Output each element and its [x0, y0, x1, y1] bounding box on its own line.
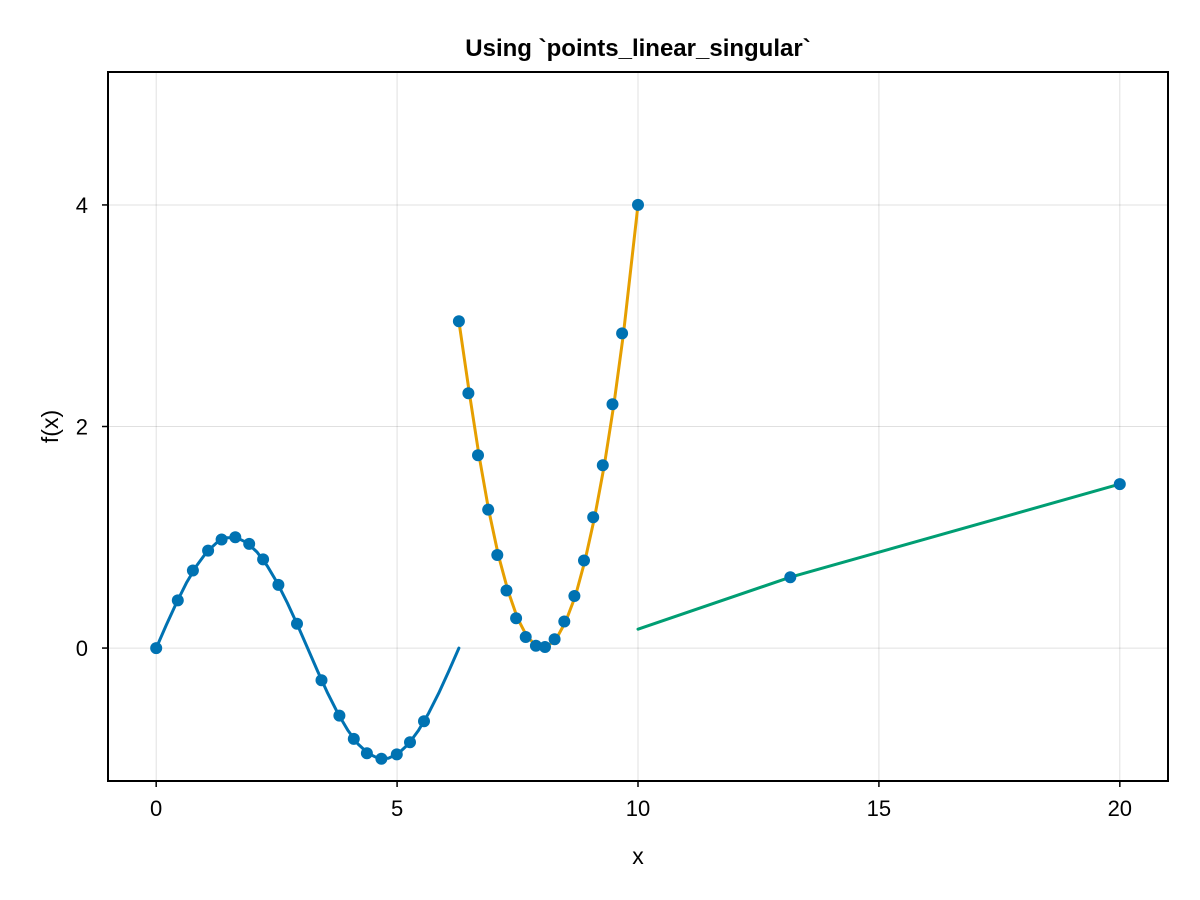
data-point: [315, 674, 328, 687]
grid: [108, 72, 1168, 781]
data-point: [548, 633, 561, 646]
data-point: [519, 631, 532, 643]
data-point: [568, 590, 581, 602]
data-point: [215, 533, 228, 546]
data-point: [606, 398, 619, 411]
data-point: [186, 564, 199, 577]
x-tick-label: 20: [1108, 796, 1132, 821]
chart-title: Using `points_linear_singular`: [465, 35, 810, 62]
data-point: [1113, 478, 1126, 491]
data-point: [472, 449, 484, 462]
data-point: [171, 594, 184, 607]
data-point: [257, 553, 270, 566]
data-point: [616, 327, 629, 340]
data-point: [510, 612, 523, 625]
data-point: [578, 554, 590, 567]
data-point: [632, 198, 644, 211]
data-point: [418, 715, 430, 728]
x-tick-label: 15: [867, 796, 891, 821]
data-point: [291, 617, 303, 630]
data-point: [375, 752, 388, 765]
data-point: [229, 531, 242, 544]
data-point: [347, 732, 360, 745]
data-point: [596, 459, 609, 472]
data-point: [272, 578, 285, 591]
axis-ticks: 0 5 10 15 20 0 2 4: [76, 193, 1132, 821]
data-point: [150, 642, 163, 655]
data-point: [784, 571, 797, 584]
data-point: [491, 549, 504, 561]
x-axis-label: x: [632, 843, 644, 869]
data-point: [202, 544, 215, 557]
data-point: [529, 639, 542, 652]
series-3: [636, 478, 1126, 631]
data-point: [452, 315, 465, 328]
data-point: [243, 537, 256, 550]
series-2: [452, 198, 644, 653]
data-point: [462, 387, 475, 400]
data-point: [333, 709, 346, 722]
data-point: [404, 736, 416, 749]
data-point: [587, 511, 600, 524]
data-point: [390, 748, 403, 761]
y-tick-label: 0: [76, 636, 88, 661]
x-tick-label: 5: [391, 796, 403, 821]
data-point: [558, 615, 571, 628]
data-point: [482, 503, 495, 516]
data-point: [500, 584, 513, 597]
series-1: [150, 531, 461, 765]
data-point: [360, 747, 373, 760]
y-tick-label: 4: [76, 193, 88, 218]
series-layer: [150, 198, 1126, 765]
x-tick-label: 10: [626, 796, 650, 821]
x-tick-label: 0: [150, 796, 162, 821]
y-axis-label: f(x): [37, 410, 63, 443]
y-tick-label: 2: [76, 415, 88, 440]
data-point: [539, 641, 551, 653]
